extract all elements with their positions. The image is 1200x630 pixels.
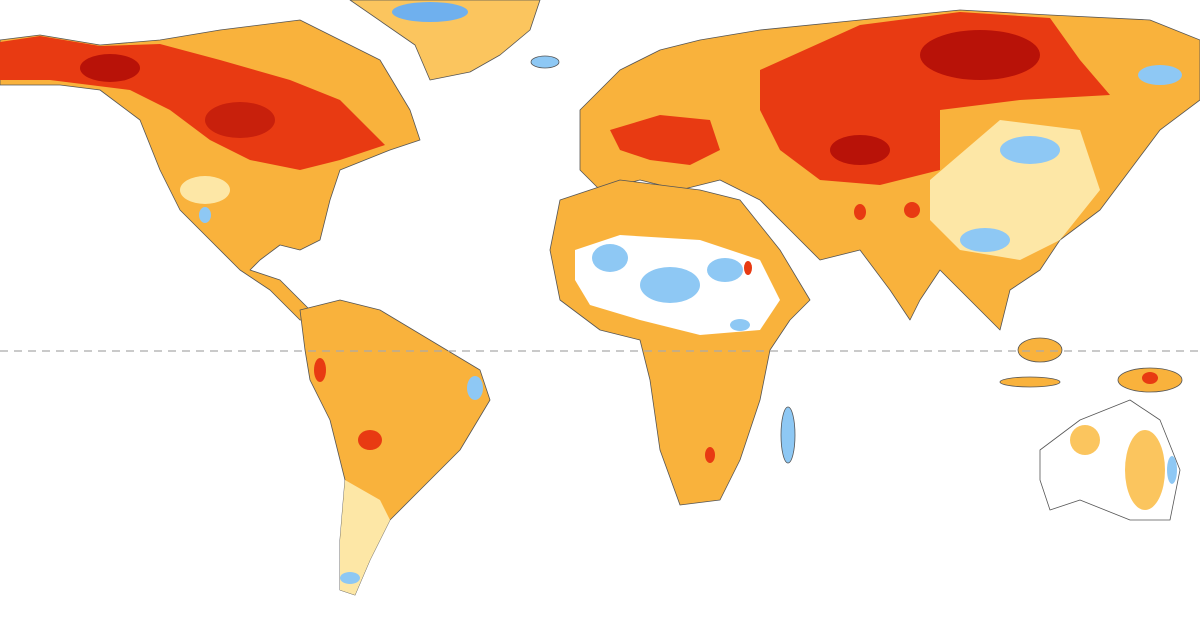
- cool-spot: [392, 2, 468, 22]
- hot-spot: [705, 447, 715, 463]
- hot-spot: [1142, 372, 1158, 384]
- mild-region: [180, 176, 230, 204]
- warm-region: [1125, 430, 1165, 510]
- cool-spot: [960, 228, 1010, 252]
- greenland-land: [349, 0, 541, 81]
- cool-spot: [199, 207, 211, 223]
- hot-spot: [830, 135, 890, 165]
- maritime-asia: [999, 337, 1183, 393]
- island: [1017, 337, 1063, 363]
- cool-spot: [1167, 456, 1177, 484]
- island: [999, 376, 1061, 388]
- madagascar: [780, 406, 796, 464]
- cool-spot: [592, 244, 628, 272]
- hot-spot: [744, 261, 752, 275]
- hot-spot: [920, 30, 1040, 80]
- hot-spot: [904, 202, 920, 218]
- mild-region: [340, 480, 390, 595]
- island: [530, 55, 560, 69]
- cool-spot: [340, 572, 360, 584]
- warm-region: [1070, 425, 1100, 455]
- hot-spot: [854, 204, 866, 220]
- cool-spot: [1138, 65, 1182, 85]
- north-america: [0, 19, 421, 321]
- eurasia: [579, 9, 1200, 331]
- cool-spot: [1000, 136, 1060, 164]
- warm-region: [610, 115, 720, 165]
- hot-spot: [80, 54, 140, 82]
- south-america: [299, 299, 491, 596]
- hot-spot: [205, 102, 275, 138]
- hot-spot: [314, 358, 326, 382]
- hot-spot: [358, 430, 382, 450]
- cool-spot: [707, 258, 743, 282]
- africa: [549, 179, 811, 506]
- australia: [1039, 399, 1181, 521]
- cool-spot: [730, 319, 750, 331]
- greenland: [349, 0, 560, 81]
- cool-spot: [467, 376, 483, 400]
- cool-spot: [640, 267, 700, 303]
